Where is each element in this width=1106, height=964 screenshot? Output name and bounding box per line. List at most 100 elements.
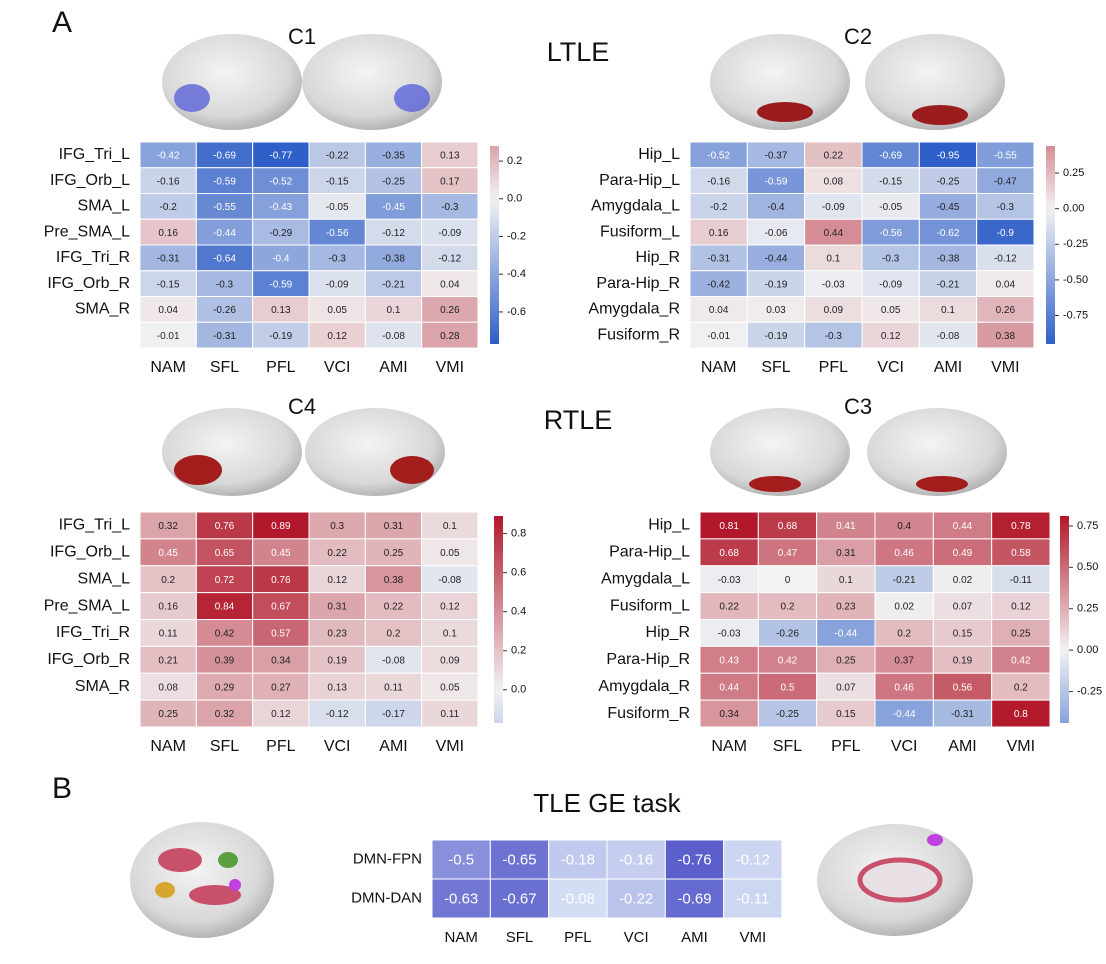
cell-label: -0.59 xyxy=(213,176,236,187)
column-label: PFL xyxy=(266,738,295,755)
cell-label: 0.04 xyxy=(996,279,1016,290)
cell-label: -0.62 xyxy=(937,228,960,239)
cell-label: -0.08 xyxy=(382,655,405,666)
column-label: VCI xyxy=(624,929,649,946)
cell-label: 0.56 xyxy=(953,682,973,693)
column-label: VMI xyxy=(991,359,1019,376)
panel-label: B xyxy=(52,772,72,805)
heatmap-cell xyxy=(991,699,1051,728)
cell-label: -0.31 xyxy=(213,331,236,342)
heatmap-cell xyxy=(746,244,806,272)
heatmap-cell xyxy=(861,218,920,246)
column-label: PFL xyxy=(831,738,860,755)
heatmap-cell xyxy=(364,218,423,246)
heatmap-cell xyxy=(489,878,550,919)
cell-label: 0.07 xyxy=(953,602,973,613)
cell-label: -0.43 xyxy=(269,202,292,213)
cell-label: -0.69 xyxy=(879,151,902,162)
row-label: SMA_R xyxy=(75,678,130,695)
column-label: AMI xyxy=(948,738,976,755)
cell-label: -0.44 xyxy=(893,709,916,720)
cell-label: 0.13 xyxy=(440,151,460,162)
row-label: Amygdala_R xyxy=(598,678,690,695)
cell-label: -0.19 xyxy=(269,331,292,342)
cell-label: 0.13 xyxy=(327,682,347,693)
heatmap-cell xyxy=(308,538,366,567)
cell-label: 0.44 xyxy=(953,521,973,532)
heatmap-cell xyxy=(918,193,978,220)
heatmap-cell xyxy=(364,592,423,620)
heatmap-cell xyxy=(918,244,978,272)
cell-label: 0.46 xyxy=(894,682,914,693)
cell-label: -0.12 xyxy=(438,254,461,265)
cell-label: 0.23 xyxy=(836,602,856,613)
heatmap-cell xyxy=(195,167,254,194)
cell-label: -0.67 xyxy=(502,890,536,907)
heatmap-cell xyxy=(308,218,366,246)
chart-title: TLE GE task xyxy=(533,788,681,818)
heatmap-cell xyxy=(548,878,608,919)
colorbar-tick-label: 0.4 xyxy=(511,606,526,618)
cell-label: 0.76 xyxy=(271,575,291,586)
cell-label: 0.05 xyxy=(440,682,460,693)
cell-label: 0.15 xyxy=(953,629,973,640)
cell-label: -0.5 xyxy=(448,851,474,868)
cell-label: -0.44 xyxy=(834,629,857,640)
colorbar-tick-label: 0.6 xyxy=(511,567,526,579)
heatmap-cell xyxy=(139,511,197,540)
heatmap-cell xyxy=(757,592,818,620)
heatmap-cell xyxy=(308,511,366,540)
cell-label: 0.68 xyxy=(778,521,798,532)
column-label: AMI xyxy=(681,929,708,946)
group-label: LTLE xyxy=(547,37,610,67)
heatmap-cell xyxy=(689,296,748,323)
cell-label: 0.47 xyxy=(778,548,798,559)
row-label: Hip_R xyxy=(636,249,680,266)
heatmap-cell xyxy=(364,193,423,220)
cell-label: -0.22 xyxy=(619,890,653,907)
heatmap-cell xyxy=(874,672,934,701)
heatmap-cell xyxy=(195,672,254,701)
heatmap-cell xyxy=(861,296,920,323)
cell-label: -0.09 xyxy=(326,279,349,290)
heatmap-cell xyxy=(364,270,423,297)
cell-label: -0.42 xyxy=(707,279,730,290)
chart-title: C2 xyxy=(844,24,872,49)
row-label: Hip_L xyxy=(648,517,690,534)
heatmap-cell xyxy=(308,296,366,323)
colorbar-tick-label: -0.50 xyxy=(1063,274,1088,286)
row-label: Pre_SMA_L xyxy=(44,597,130,614)
cell-label: 0.31 xyxy=(327,602,347,613)
heatmap-cell xyxy=(195,592,254,620)
heatmap-cell xyxy=(874,645,934,674)
cell-label: -0.59 xyxy=(765,176,788,187)
heatmap-cell xyxy=(932,538,993,567)
row-label: IFG_Orb_L xyxy=(50,172,130,189)
colorbar xyxy=(490,146,499,344)
cell-label: 0.16 xyxy=(158,228,178,239)
cell-label: -0.16 xyxy=(707,176,730,187)
group-label: RTLE xyxy=(544,405,613,435)
cell-label: 0.04 xyxy=(440,279,460,290)
heatmap-cell xyxy=(252,321,310,349)
cell-label: -0.11 xyxy=(736,890,769,907)
heatmap-cell xyxy=(421,538,479,567)
cell-label: 0.31 xyxy=(384,521,404,532)
heatmap-cell xyxy=(252,193,310,220)
cell-label: -0.2 xyxy=(710,202,728,213)
cell-label: 0.1 xyxy=(941,305,955,316)
cell-label: -0.29 xyxy=(269,228,292,239)
column-label: VMI xyxy=(436,738,464,755)
heatmap-cell xyxy=(139,193,197,220)
row-label: Amygdala_L xyxy=(591,198,680,215)
cell-label: -0.19 xyxy=(765,279,788,290)
heatmap-cell xyxy=(195,218,254,246)
cell-label: -0.3 xyxy=(825,331,843,342)
heatmap-panel: C3 0.81 0.68 0.41 0.4 0.44 0.78 0.68 0.47 0.31 0.4… xyxy=(598,394,1102,755)
heatmap-cell xyxy=(874,565,934,594)
heatmap-cell xyxy=(816,592,876,620)
heatmap-cell xyxy=(757,619,818,647)
cell-label: 0.1 xyxy=(826,254,840,265)
heatmap-panel: C2 -0.52 -0.37 0.22 -0.69 -0.95 -0.55 -0.16 -0.5… xyxy=(588,24,1088,376)
cell-label: -0.09 xyxy=(822,202,845,213)
